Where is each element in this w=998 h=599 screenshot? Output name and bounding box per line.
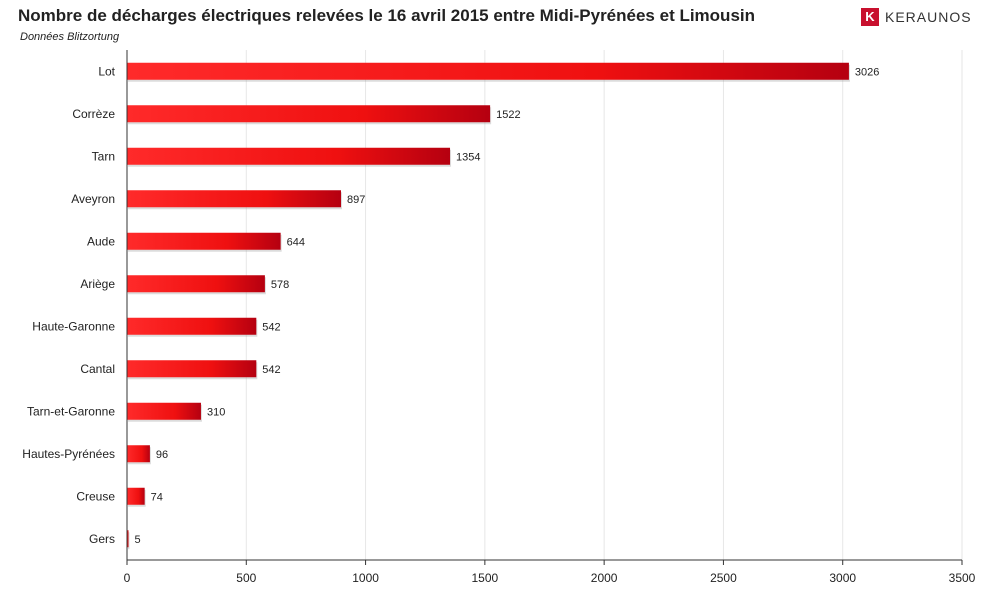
keraunos-logo-icon: K	[861, 8, 879, 26]
value-label: 310	[207, 406, 225, 418]
category-label: Aveyron	[71, 192, 115, 206]
bar	[127, 360, 257, 378]
value-label: 1522	[496, 109, 520, 121]
bar	[127, 105, 491, 123]
category-label: Tarn	[92, 149, 115, 163]
chart-subtitle: Données Blitzortung	[20, 31, 120, 43]
value-label: 96	[156, 449, 168, 461]
value-label: 5	[135, 534, 141, 546]
brand: K KERAUNOS	[861, 8, 972, 26]
category-label: Haute-Garonne	[32, 319, 115, 333]
value-label: 542	[262, 321, 280, 333]
bar	[127, 402, 201, 420]
value-label: 3026	[855, 66, 879, 78]
bar	[127, 275, 265, 293]
brand-name: KERAUNOS	[885, 9, 972, 25]
x-tick-label: 3000	[829, 571, 856, 585]
bar	[127, 62, 849, 80]
category-label: Aude	[87, 234, 115, 248]
label-layer: 0 500 1000 1500 2000 2500 3000 3500 Lot 3026 Corrè…	[22, 64, 975, 585]
category-label: Cantal	[80, 362, 115, 376]
bar-shadow	[128, 532, 130, 550]
chart-title: Nombre de décharges électriques relevées…	[18, 6, 756, 25]
category-label: Tarn-et-Garonne	[27, 404, 115, 418]
value-label: 1354	[456, 151, 480, 163]
bar	[127, 317, 257, 335]
bar	[127, 190, 341, 208]
category-label: Gers	[89, 532, 115, 546]
category-label: Ariège	[80, 277, 115, 291]
x-tick-label: 1000	[352, 571, 379, 585]
value-label: 644	[287, 236, 305, 248]
category-label: Lot	[98, 64, 115, 78]
x-tick-label: 2000	[591, 571, 618, 585]
x-tick-label: 1500	[472, 571, 499, 585]
grid-layer	[245, 50, 963, 560]
value-label: 542	[262, 364, 280, 376]
bar	[127, 147, 451, 165]
bar	[127, 487, 145, 505]
brand-logo-letter: K	[865, 9, 875, 24]
category-label: Corrèze	[72, 107, 115, 121]
category-label: Creuse	[76, 489, 115, 503]
x-tick-label: 3500	[949, 571, 976, 585]
x-tick-label: 0	[124, 571, 131, 585]
category-label: Hautes-Pyrénées	[22, 447, 115, 461]
bar-layer	[127, 62, 850, 550]
bar	[127, 445, 150, 463]
x-tick-label: 2500	[710, 571, 737, 585]
axis-layer	[126, 50, 963, 565]
bar	[127, 530, 129, 548]
value-label: 897	[347, 194, 365, 206]
value-label: 578	[271, 279, 289, 291]
bar	[127, 232, 281, 250]
value-label: 74	[151, 491, 163, 503]
x-tick-label: 500	[236, 571, 256, 585]
